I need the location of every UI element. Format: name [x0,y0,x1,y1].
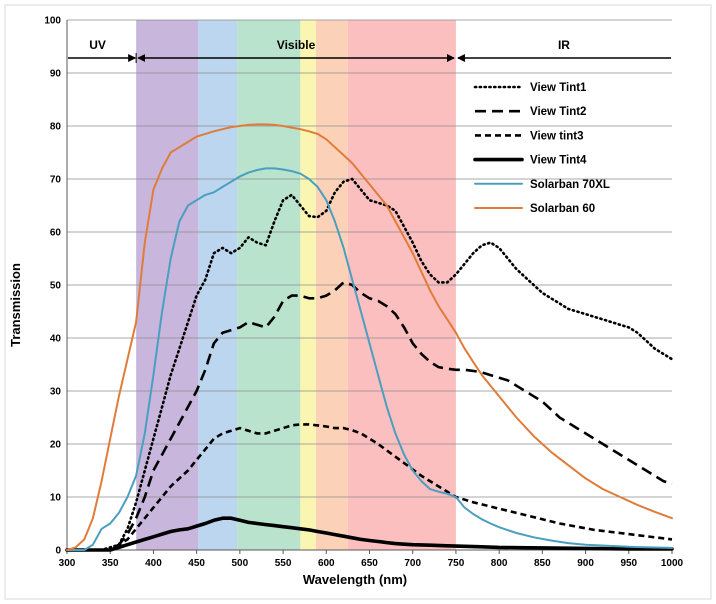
y-tick-label: 90 [50,69,62,80]
series-line-view-tint2 [67,281,673,552]
region-label-ir: IR [558,38,570,52]
y-tick-label: 80 [50,122,62,133]
x-tick-label: 550 [275,558,292,569]
x-tick-label: 800 [491,558,508,569]
series-line-solarban-60 [66,123,673,551]
legend-label: Solarban 60 [530,203,595,215]
series-line-solarban-70xl [66,167,673,551]
x-tick-label: 400 [145,558,162,569]
y-tick-label: 20 [50,440,62,451]
series-lines [65,123,674,552]
chart-frame [4,4,712,600]
y-tick-label: 60 [50,228,62,239]
series-line-view-tint4 [65,516,674,552]
x-tick-label: 350 [102,558,119,569]
y-tick-label: 0 [55,546,61,557]
y-tick-label: 70 [50,175,62,186]
region-label-visible: Visible [277,38,316,52]
y-axis-title: Transmission [8,263,23,347]
region-markers: UV Visible IR [68,38,671,63]
y-tick-label: 50 [50,281,62,292]
x-tick-label: 850 [534,558,551,569]
x-tick-label: 950 [620,558,637,569]
x-tick-label: 650 [361,558,378,569]
x-tick-label: 900 [577,558,594,569]
x-tick-label: 500 [232,558,249,569]
y-tick-label: 100 [44,16,61,27]
legend-label: View Tint1 [530,82,587,94]
axes: 300 350 400 450 500 550 600 650 700 750 800 850 900 9… [59,20,684,569]
x-tick-label: 700 [404,558,421,569]
y-tick-label: 30 [50,387,62,398]
legend-label: View tint3 [530,130,583,142]
region-label-uv: UV [89,38,106,52]
x-tick-label: 300 [59,558,76,569]
x-axis-title: Wavelength (nm) [303,572,407,587]
x-tick-label: 450 [188,558,205,569]
legend: View Tint1 View Tint2 View tint3 View Tint4… [473,82,610,215]
y-tick-label: 10 [50,493,62,504]
legend-label: Solarban 70XL [530,179,610,191]
legend-label: View Tint2 [530,106,586,118]
x-tick-label: 750 [448,558,465,569]
series-line-view-tint1 [65,177,674,552]
y-tick-label: 40 [50,334,62,345]
legend-label: View Tint4 [530,155,587,167]
x-tick-label: 1000 [661,558,684,569]
x-tick-label: 600 [318,558,335,569]
